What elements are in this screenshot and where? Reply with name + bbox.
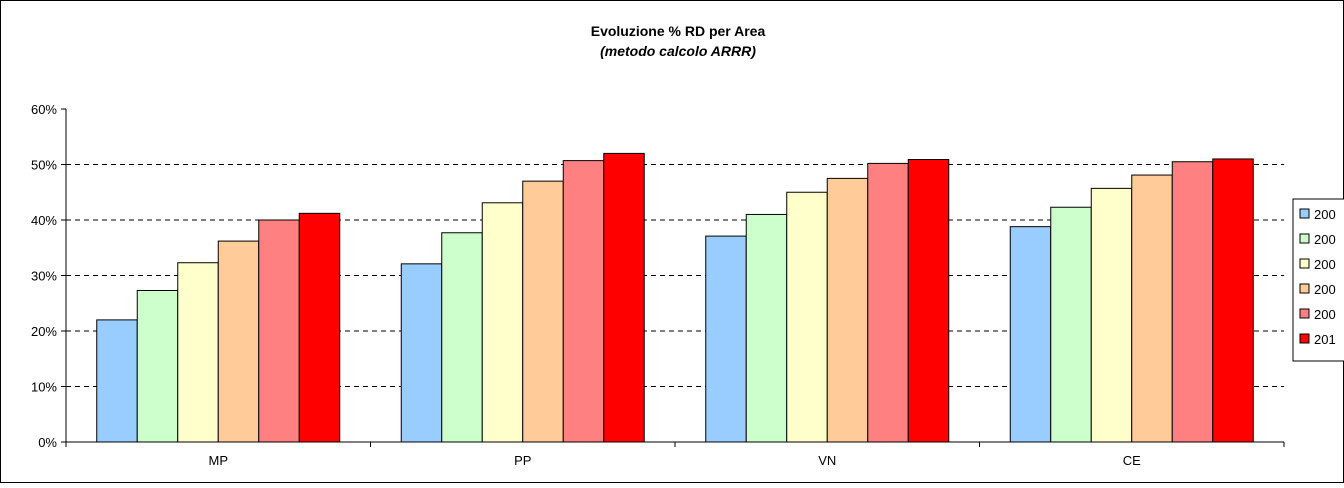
legend-label: 200 <box>1314 232 1336 247</box>
bar-ce-series-2 <box>1050 206 1092 443</box>
legend-label: 200 <box>1314 207 1336 222</box>
bar-mp-series-2 <box>136 289 179 443</box>
bar-pp-series-5 <box>562 160 605 443</box>
x-tick-label: VN <box>818 453 836 468</box>
bar-vn-series-1 <box>705 235 747 443</box>
bar-ce-series-5 <box>1171 161 1214 443</box>
bar-pp-series-6 <box>603 152 645 443</box>
x-tick-label: CE <box>1123 453 1141 468</box>
bar-mp-series-4 <box>217 240 260 443</box>
axes: 0% 10% 20% 30% 40% 50% 60% MP PP VN CE <box>31 102 1285 468</box>
chart-subtitle: (metodo calcolo ARRR) <box>600 43 756 59</box>
bar-vn-series-6 <box>907 159 950 443</box>
bar-vn-series-5 <box>867 162 909 443</box>
y-tick-label: 10% <box>31 380 57 395</box>
bar-vn-series-2 <box>745 213 788 443</box>
bar-mp-series-5 <box>258 219 300 443</box>
y-tick-label: 20% <box>31 324 57 339</box>
legend-swatch <box>1299 208 1310 219</box>
bar-ce-series-4 <box>1131 174 1173 443</box>
bar-pp-series-2 <box>441 232 483 443</box>
bar-pp-series-4 <box>522 180 564 443</box>
bar-mp-series-3 <box>177 262 219 443</box>
legend-label: 201 <box>1314 332 1336 347</box>
bars <box>96 152 1254 443</box>
legend-swatch <box>1299 333 1310 344</box>
x-tick-label: PP <box>514 453 531 468</box>
bar-ce-series-3 <box>1090 187 1133 443</box>
legend-label: 200 <box>1314 257 1336 272</box>
bar-vn-series-4 <box>826 177 869 443</box>
legend-swatch <box>1299 308 1310 319</box>
legend-swatch <box>1299 258 1310 269</box>
legend-label: 200 <box>1314 282 1336 297</box>
bar-mp-series-6 <box>298 212 341 443</box>
chart-title: Evoluzione % RD per Area <box>591 23 766 39</box>
y-tick-label: 0% <box>38 435 57 450</box>
y-tick-label: 40% <box>31 213 57 228</box>
y-tick-label: 50% <box>31 158 57 173</box>
bar-ce-series-1 <box>1009 226 1052 443</box>
legend-swatch <box>1299 283 1310 294</box>
y-tick-label: 60% <box>31 102 57 117</box>
bar-pp-series-1 <box>400 263 443 443</box>
bar-vn-series-3 <box>786 191 828 443</box>
bar-pp-series-3 <box>481 202 524 443</box>
legend: 200 200 200 200 200 201 <box>1292 198 1344 362</box>
bar-mp-series-1 <box>96 319 138 443</box>
y-tick-label: 30% <box>31 269 57 284</box>
x-tick-label: MP <box>209 453 229 468</box>
bar-ce-series-6 <box>1212 158 1254 443</box>
legend-swatch <box>1299 233 1310 244</box>
legend-label: 200 <box>1314 307 1336 322</box>
